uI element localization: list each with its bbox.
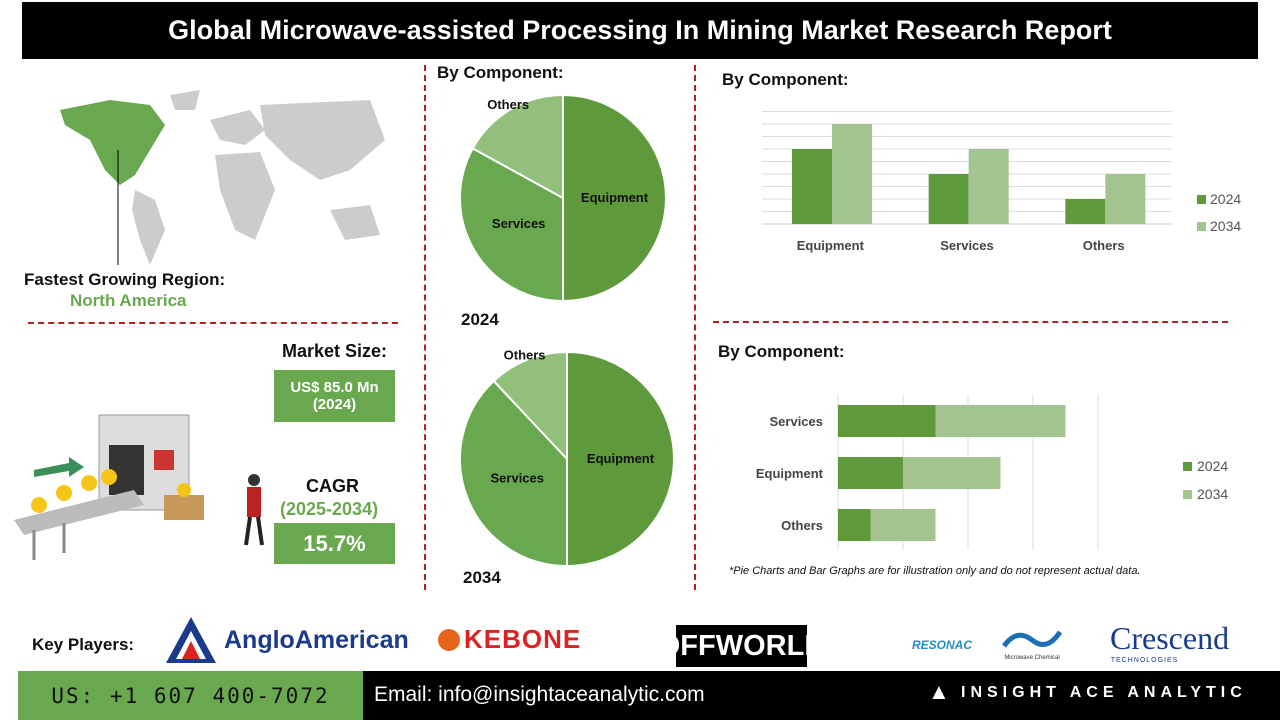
bar-others-2034 [870,509,936,541]
pie-slice-others [492,350,568,462]
pie-chart-2024: Equipment Services Others [459,93,667,303]
y-tick-label: Others [781,518,823,533]
region-value: North America [70,291,187,310]
pie-slice-services [459,147,564,303]
legend-label: 2034 [1210,218,1241,234]
pie-label: Equipment [587,451,655,466]
market-size-year: (2024) [312,396,357,413]
pie-slice-equipment [562,93,667,303]
disclaimer-note: *Pie Charts and Bar Graphs are for illus… [729,565,1141,577]
bar-services-2034 [935,405,1066,437]
pie-caption-2034: 2034 [463,568,501,587]
logo-microwave-chemical: Microwave Chemical [1001,628,1063,661]
y-tick-label: Equipment [756,466,824,481]
cagr-period: (2025-2034) [280,499,379,519]
bar-services-2024 [838,405,936,437]
logo-kebone: KEBONE [438,624,581,655]
pie-label: Others [487,97,529,112]
anglo-logo-icon [166,617,216,663]
region-label: Fastest Growing Region: [24,270,226,289]
divider [713,321,1228,323]
pie-slice-equipment [566,350,675,568]
bar-chart-title: By Component: [722,70,849,89]
bar-equipment-2024 [792,149,832,224]
pie-caption-2024: 2024 [461,310,499,329]
bar-others-2024 [1065,199,1106,224]
brand-logo-icon: ▲ [928,679,950,704]
legend-swatch [1197,195,1206,204]
legend-label: 2034 [1197,486,1228,502]
cagr-label: CAGR [306,476,359,496]
footer-email: Email: info@insightaceanalytic.com [374,683,705,706]
pie-slice-services [459,379,568,568]
footer-brand: INSIGHT ACE ANALYTIC [961,684,1247,701]
footer-phone: US: +1 607 400-7072 [18,671,363,720]
logo-resonac: RESONAC [912,638,973,652]
wave-icon [1001,630,1063,648]
divider [694,65,696,590]
mining-machine-illustration [14,414,264,560]
divider [28,322,398,324]
x-tick-label: Others [1083,238,1125,253]
stacked-chart-title: By Component: [718,342,845,361]
legend-swatch [1197,222,1206,231]
logo-angloamerican: AngloAmerican [164,615,409,665]
market-size-box: US$ 85.0 Mn (2024) [274,370,395,422]
cagr-value: 15.7% [274,523,395,564]
logo-offworld: OFFWORLD [658,625,825,667]
pie-chart-2034: Equipment Services Others [459,347,675,568]
x-tick-label: Services [940,238,994,253]
page-title: Global Microwave-assisted Processing In … [22,2,1258,59]
bar-services-2024 [928,174,969,224]
pie-title: By Component: [437,63,564,82]
key-players-label: Key Players: [32,635,135,654]
column-chart: Equipment Services Others 2024 2034 [762,111,1241,253]
world-map [60,90,385,265]
y-tick-label: Services [770,414,824,429]
x-tick-label: Equipment [797,238,865,253]
pie-label: Services [491,471,545,486]
legend-label: 2024 [1197,458,1228,474]
footer-bar: Email: info@insightaceanalytic.com ▲ INS… [363,671,1280,720]
pie-label: Others [504,347,546,362]
bar-others-2034 [1105,174,1146,224]
bar-equipment-2024 [838,457,903,489]
legend-label: 2024 [1210,191,1241,207]
divider [424,65,426,590]
logo-crescend: Crescend TECHNOLOGIES [1110,620,1230,664]
stacked-bar-chart: Services Equipment Others 2024 2034 [756,395,1228,550]
market-size-label: Market Size: [282,341,388,361]
bar-services-2034 [968,149,1009,224]
pie-label: Equipment [581,190,649,205]
bar-equipment-2034 [903,457,1001,489]
bar-equipment-2034 [832,124,872,224]
pie-label: Services [492,216,546,231]
legend-swatch [1183,462,1192,471]
bar-others-2024 [838,509,871,541]
legend-swatch [1183,490,1192,499]
pie-slice-others [471,93,564,200]
market-size-value: US$ 85.0 Mn [290,379,379,396]
